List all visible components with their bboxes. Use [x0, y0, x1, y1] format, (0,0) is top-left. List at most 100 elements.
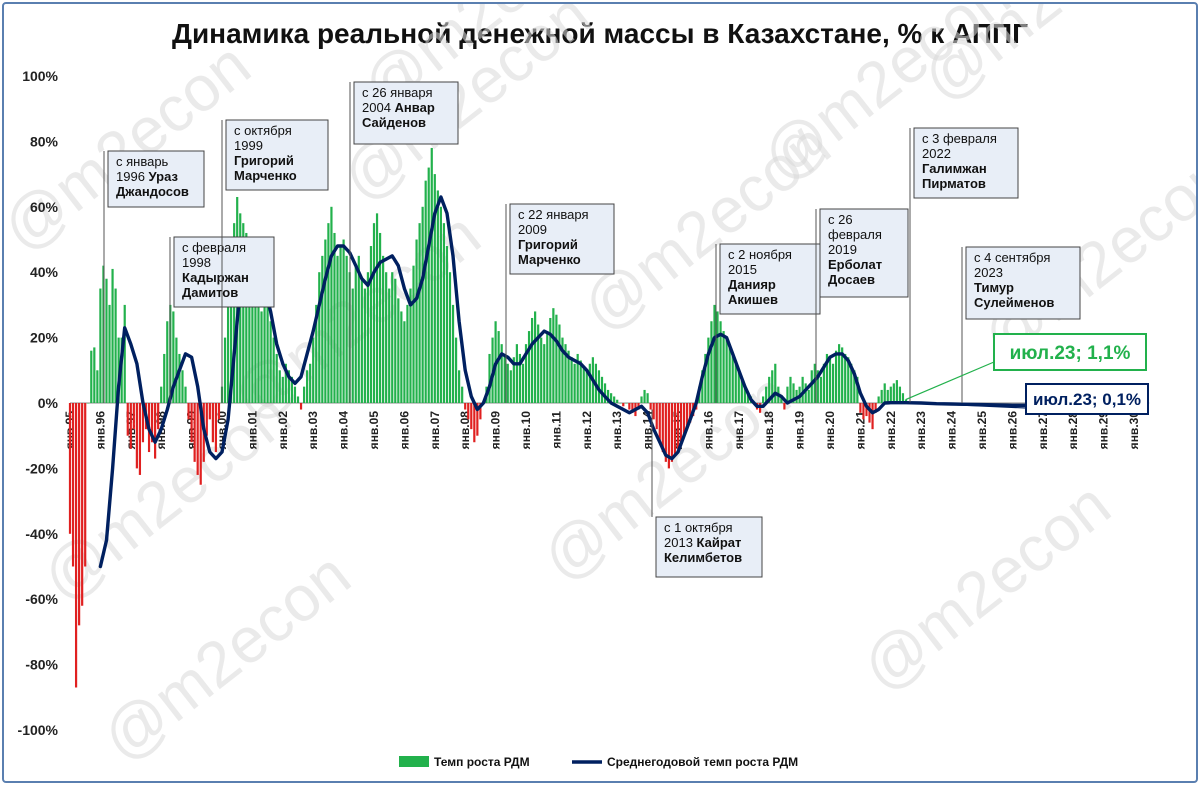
x-tick-label: янв.24: [945, 411, 959, 450]
bar: [801, 376, 804, 403]
bar: [372, 223, 376, 403]
x-tick-label: янв.10: [519, 411, 533, 450]
bar: [93, 347, 96, 403]
bar: [464, 403, 467, 410]
bar: [686, 403, 689, 430]
legend-label-line: Среднегодовой темп роста РДМ: [607, 755, 798, 769]
bar: [603, 383, 607, 403]
y-tick-label: -60%: [25, 591, 58, 607]
bar: [746, 393, 750, 403]
bar: [126, 403, 129, 436]
bar: [394, 278, 397, 403]
bar: [734, 363, 737, 403]
bar: [199, 403, 202, 485]
bar: [339, 246, 342, 403]
bar: [722, 331, 725, 403]
bar: [421, 206, 424, 403]
x-tick-label: янв.13: [610, 411, 624, 450]
bar: [406, 304, 409, 403]
bar: [230, 255, 233, 403]
annotation-text: с 1 октября: [664, 520, 733, 535]
bar: [266, 304, 269, 403]
annotation-text: Джандосов: [116, 184, 189, 199]
annotation-text: 1998: [182, 255, 211, 270]
bar: [655, 403, 658, 430]
bar: [856, 376, 859, 403]
bar: [667, 403, 670, 469]
bar: [765, 386, 768, 403]
bar: [728, 344, 731, 403]
annotation-text: 1999: [234, 138, 263, 153]
bar: [150, 403, 154, 443]
bar: [616, 399, 619, 403]
bar: [853, 370, 856, 403]
bar: [831, 363, 835, 403]
bar: [780, 396, 783, 403]
bar: [427, 167, 430, 403]
bar: [461, 386, 464, 403]
bar: [248, 239, 251, 403]
x-tick-label: янв.08: [458, 411, 472, 450]
annotation-box: [719, 243, 821, 315]
annotation-box: [173, 236, 275, 308]
bar: [208, 403, 211, 420]
bar: [515, 344, 518, 403]
annotation-text: с 2 ноября: [728, 247, 792, 262]
bar: [400, 311, 403, 403]
y-tick-label: -80%: [25, 657, 58, 673]
watermark-text: @m2econ: [88, 538, 363, 775]
annotation-box: [225, 119, 329, 191]
annotation-text: с 22 января: [518, 207, 589, 222]
bar: [166, 321, 169, 403]
bar: [281, 376, 284, 403]
annotation-box: [107, 150, 205, 208]
bar: [789, 376, 792, 403]
annotation-text: с февраля: [182, 240, 246, 255]
bar: [424, 180, 427, 403]
bar: [354, 265, 357, 403]
bar: [898, 386, 902, 403]
x-tick-label: янв.19: [793, 411, 807, 450]
bar: [862, 403, 865, 420]
bar: [889, 386, 892, 403]
x-tick-label: янв.26: [1005, 411, 1019, 450]
annotation-text: Ерболат: [828, 257, 882, 272]
bar: [628, 403, 631, 410]
bar: [682, 403, 686, 436]
annotation-text: Данияр: [728, 277, 776, 292]
bar: [284, 363, 287, 403]
annotation-box: [655, 516, 763, 578]
bar: [512, 357, 515, 403]
bar: [768, 376, 771, 403]
bar: [643, 389, 646, 403]
annotation-text: Дамитов: [182, 285, 238, 300]
legend-label-bars: Темп роста РДМ: [434, 755, 530, 769]
bar: [287, 370, 290, 403]
bar: [625, 403, 628, 404]
bar: [430, 147, 433, 403]
bar: [467, 403, 470, 420]
bar: [534, 311, 537, 403]
bar: [321, 255, 324, 403]
bar: [84, 403, 87, 567]
bar: [701, 370, 704, 403]
bar: [260, 311, 263, 403]
annotation-text: Галимжан: [922, 161, 987, 176]
annotation-text: 2022: [922, 146, 951, 161]
bar: [470, 403, 473, 430]
bar: [418, 223, 421, 403]
bar: [114, 288, 117, 403]
bar: [458, 370, 461, 403]
bar: [622, 403, 625, 407]
bar: [442, 223, 446, 403]
annotation-box: [509, 203, 615, 275]
x-tick-label: янв.27: [1036, 411, 1050, 450]
bar: [807, 389, 810, 403]
x-tick-label: янв.05: [367, 411, 381, 450]
bar: [664, 403, 667, 462]
